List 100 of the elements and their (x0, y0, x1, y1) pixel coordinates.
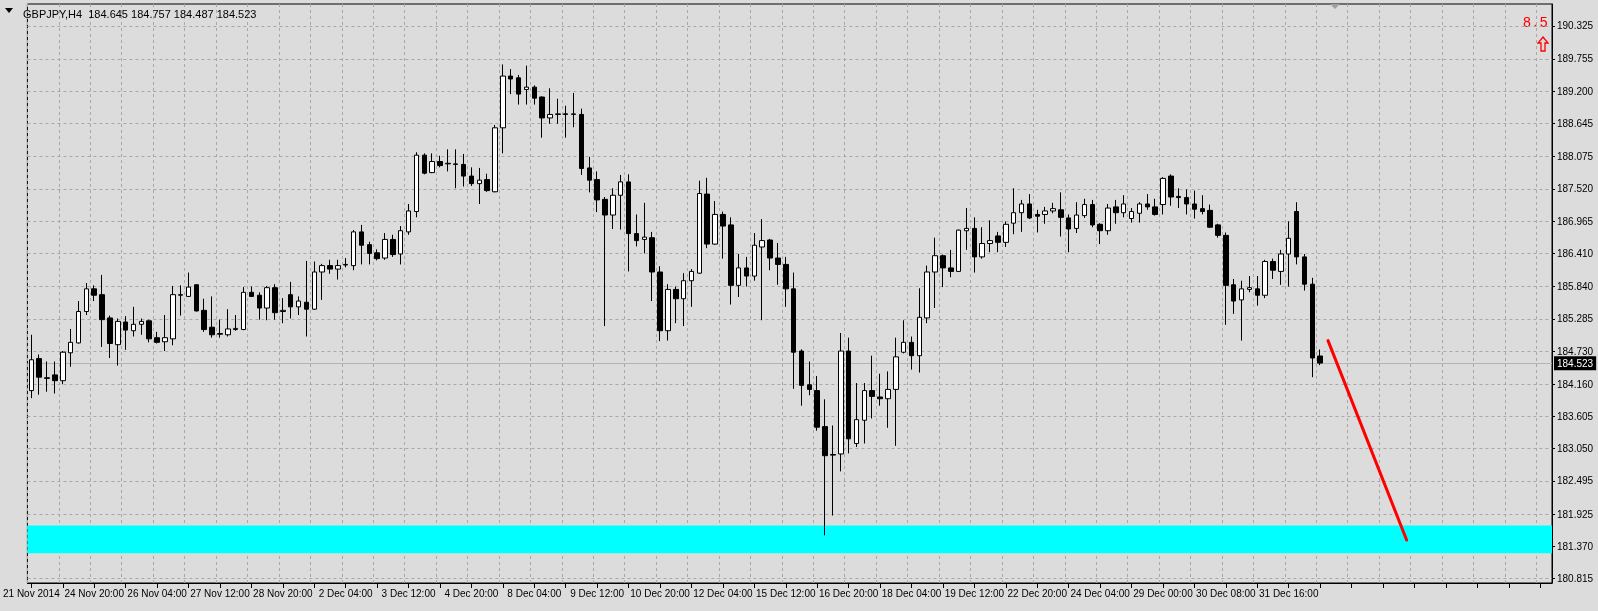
y-tick-label: 184.160 (1557, 378, 1594, 390)
candlestick (296, 295, 301, 316)
candlestick (1302, 253, 1307, 292)
y-tick-label: 188.645 (1557, 117, 1594, 129)
y-tick-label: 189.200 (1557, 85, 1594, 97)
candlestick (99, 274, 105, 348)
candlestick (987, 219, 993, 253)
candlestick (209, 295, 215, 339)
y-tick-label: 183.605 (1557, 410, 1594, 422)
candlestick (869, 355, 875, 419)
candlestick (453, 148, 458, 189)
y-tick-label: 186.965 (1557, 215, 1594, 227)
candlestick (524, 65, 529, 106)
candlestick (555, 98, 561, 125)
annotation: 8.5 (1522, 15, 1549, 31)
candlestick (775, 242, 781, 286)
candlestick (264, 285, 270, 321)
candlestick (233, 314, 238, 332)
candlestick (115, 318, 121, 367)
candlestick (390, 234, 396, 258)
y-tick-label: 184.730 (1557, 345, 1594, 357)
candlestick (972, 216, 977, 274)
candlestick (720, 211, 726, 260)
candlestick (807, 361, 812, 396)
candlestick (1066, 213, 1071, 253)
ref-line-label: 184.523 (1557, 357, 1594, 369)
x-tick-label: 10 Dec 20:00 (630, 587, 691, 599)
candlestick (759, 218, 765, 321)
candlestick (563, 105, 568, 139)
candlestick (1192, 190, 1197, 220)
candlestick (272, 283, 278, 321)
candlestick (1129, 207, 1134, 224)
candlestick (146, 319, 152, 343)
candlestick (956, 229, 961, 273)
candlestick (319, 263, 325, 301)
x-tick-label: 22 Dec 20:00 (1007, 587, 1068, 599)
candlestick (194, 283, 199, 313)
x-tick-label: 27 Nov 12:00 (190, 587, 251, 599)
candlestick (602, 196, 608, 327)
candlestick (60, 350, 66, 385)
candlestick (634, 213, 639, 247)
candlestick (91, 284, 97, 302)
candlestick (343, 257, 348, 268)
candlestick (312, 261, 317, 311)
candlestick (1176, 187, 1181, 209)
y-tick-label: 188.075 (1557, 151, 1594, 163)
candlestick (131, 306, 136, 338)
candlestick (979, 226, 985, 260)
candlestick (783, 256, 789, 308)
candlestick (571, 92, 576, 128)
candlestick (68, 328, 73, 368)
candlestick (1050, 202, 1056, 214)
x-tick-label: 18 Dec 04:00 (881, 587, 942, 599)
candlestick (186, 272, 191, 298)
candlestick (304, 260, 309, 338)
candlestick (995, 231, 1001, 253)
candlestick (429, 152, 435, 174)
candlestick (139, 318, 144, 336)
candlestick (414, 151, 419, 218)
candlestick (406, 203, 411, 236)
candlestick (1042, 206, 1048, 225)
candlestick (398, 225, 403, 265)
candlestick (830, 424, 836, 517)
candlestick (948, 249, 954, 278)
candlestick (1262, 259, 1268, 299)
x-tick-label: 24 Dec 04:00 (1070, 587, 1131, 599)
y-tick-label: 187.520 (1557, 183, 1594, 195)
candlestick (335, 259, 341, 281)
candlestick (374, 248, 380, 261)
candlestick (288, 281, 293, 319)
x-tick-label: 30 Dec 08:00 (1196, 587, 1257, 599)
candlestick (885, 370, 891, 429)
candlestick (44, 361, 50, 393)
candlestick (29, 334, 34, 399)
candlestick (877, 373, 883, 407)
candlestick (1105, 203, 1111, 236)
candlestick (508, 68, 513, 95)
x-tick-label: 24 Nov 20:00 (64, 587, 125, 599)
candlestick (107, 315, 113, 359)
candlestick (327, 259, 333, 275)
candlestick (484, 173, 490, 193)
candlestick (170, 285, 176, 346)
candlestick (1113, 199, 1119, 225)
candlestick (1286, 220, 1291, 288)
y-tick-label: 190.325 (1557, 20, 1594, 32)
y-tick-label: 183.050 (1557, 443, 1594, 455)
x-tick-label: 29 Dec 00:00 (1133, 587, 1194, 599)
candlestick (767, 238, 773, 271)
y-tick-label: 185.285 (1557, 313, 1594, 325)
candlestick (618, 174, 623, 231)
candlestick (154, 331, 160, 344)
x-tick-label: 4 Dec 20:00 (444, 587, 499, 599)
candlestick (697, 180, 702, 275)
candlestick (76, 300, 81, 344)
candlestick (201, 298, 207, 333)
candlestick (382, 232, 388, 261)
candlestick (178, 284, 183, 317)
candlestick (791, 272, 796, 390)
candlestick (1137, 201, 1142, 224)
x-tick-label: 31 Dec 16:00 (1258, 587, 1319, 599)
